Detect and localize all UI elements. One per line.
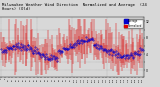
Legend: Average, Normalized: Average, Normalized <box>124 19 143 28</box>
Text: Milwaukee Weather Wind Direction  Normalized and Average  (24 Hours) (Old): Milwaukee Weather Wind Direction Normali… <box>2 3 146 11</box>
